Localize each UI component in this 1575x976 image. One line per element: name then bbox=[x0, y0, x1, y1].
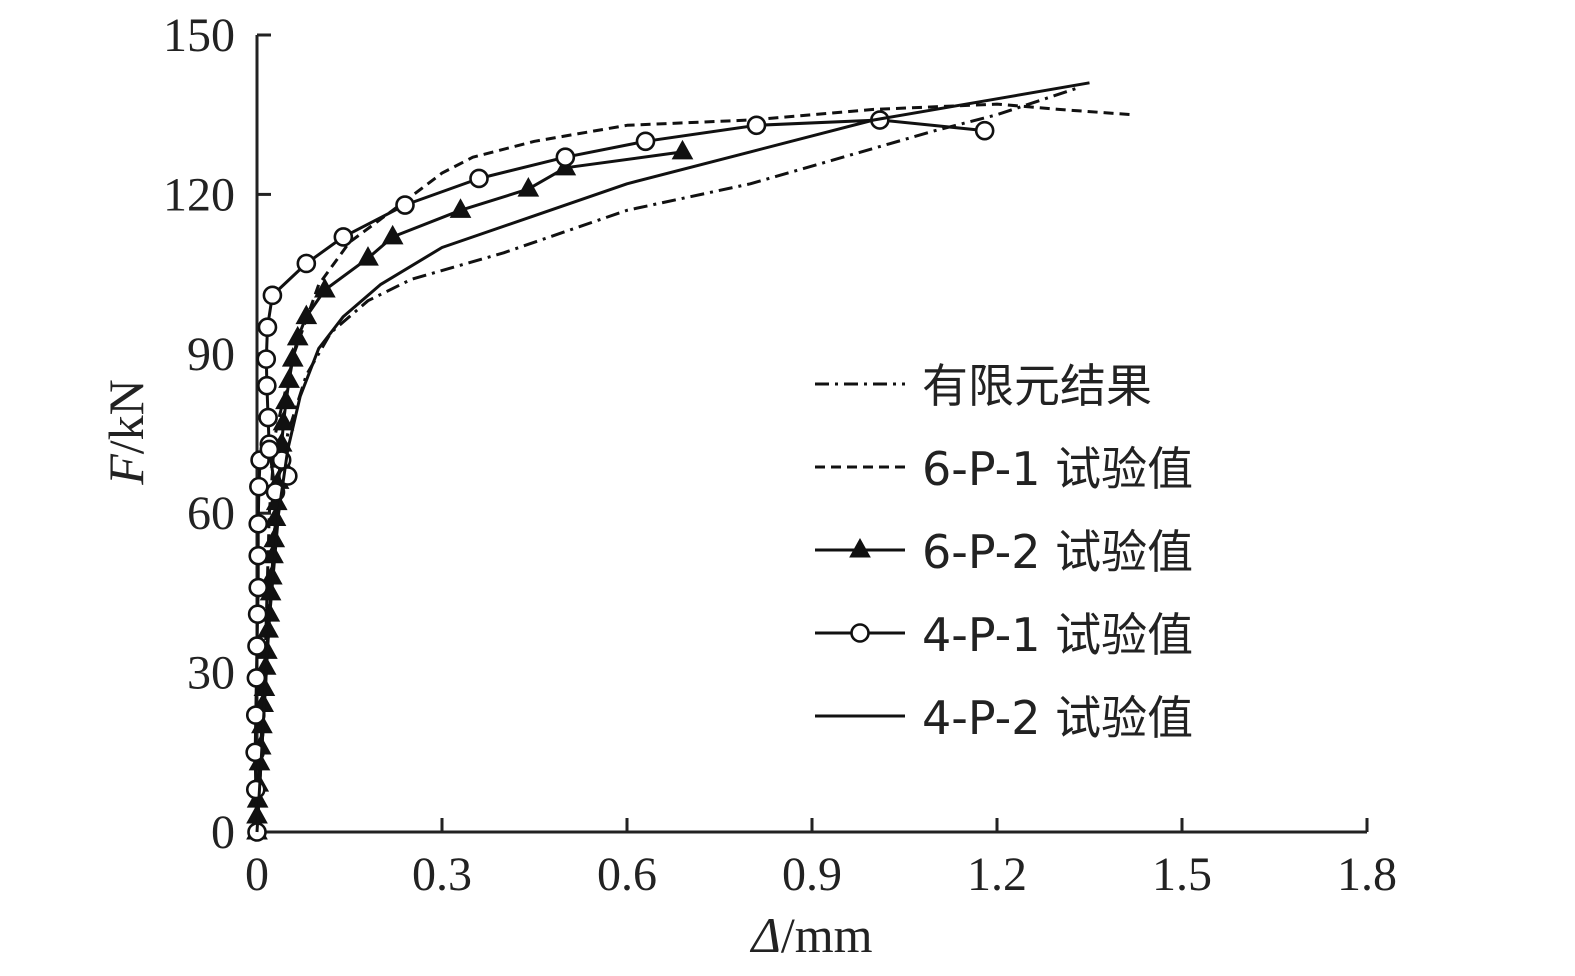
data-point-marker bbox=[313, 278, 336, 298]
data-point-marker bbox=[259, 439, 280, 460]
data-point-marker bbox=[262, 285, 283, 306]
legend-label: 6-P-2 试验值 bbox=[922, 525, 1193, 579]
legend-item: 6-P-1 试验值 bbox=[815, 442, 1193, 496]
y-tick-label: 120 bbox=[163, 168, 235, 221]
series-line bbox=[255, 81, 1090, 833]
data-point-marker bbox=[333, 227, 354, 247]
legend-item: 4-P-1 试验值 bbox=[815, 608, 1193, 662]
data-point-marker bbox=[247, 636, 267, 656]
data-point-marker bbox=[395, 195, 415, 215]
data-point-marker bbox=[246, 668, 267, 688]
y-axis-label-unit: /kN bbox=[98, 379, 154, 454]
data-point-marker bbox=[248, 545, 269, 566]
legend-item: 4-P-2 试验值 bbox=[815, 691, 1193, 745]
y-axis-label-symbol: F bbox=[98, 454, 154, 486]
y-axis-label: F/kN bbox=[98, 379, 154, 486]
data-point-marker bbox=[469, 168, 489, 189]
data-point-marker bbox=[357, 246, 379, 266]
data-point-marker bbox=[245, 779, 266, 800]
x-tick-label: 1.8 bbox=[1337, 848, 1397, 901]
legend-label: 6-P-1 试验值 bbox=[922, 442, 1193, 496]
series-line bbox=[253, 118, 985, 833]
x-tick-label: 0.9 bbox=[782, 848, 842, 901]
data-point-marker bbox=[257, 317, 278, 338]
x-axis-label-symbol: Δ bbox=[749, 907, 780, 963]
data-point-marker bbox=[272, 410, 295, 431]
x-tick-label: 0.6 bbox=[597, 848, 657, 901]
data-point-marker bbox=[264, 506, 287, 527]
y-tick-label: 60 bbox=[187, 487, 235, 540]
axes: 0 0.3 0.6 0.9 1.2 1.5 1.8 0 30 60 90 120 150 bbox=[163, 9, 1397, 901]
data-point-marker bbox=[257, 375, 277, 396]
series-line bbox=[255, 102, 1133, 833]
legend: 有限元结果 6-P-1 试验值 6-P-2 试验值 4-P-1 试验值 4-P-2 试验… bbox=[815, 359, 1193, 745]
x-tick-label: 0.3 bbox=[412, 848, 472, 901]
series-2 bbox=[255, 102, 1133, 833]
x-tick-label: 0 bbox=[245, 848, 269, 901]
data-point-marker bbox=[555, 147, 576, 168]
legend-label: 4-P-2 试验值 bbox=[922, 691, 1193, 745]
data-point-marker bbox=[247, 604, 268, 624]
y-tick-label: 0 bbox=[211, 806, 235, 859]
data-point-marker bbox=[296, 253, 317, 274]
legend-marker bbox=[849, 537, 871, 558]
data-point-marker bbox=[295, 304, 318, 325]
x-axis-label-unit: /mm bbox=[781, 907, 873, 963]
legend-label: 有限元结果 bbox=[922, 359, 1152, 413]
series-4 bbox=[245, 110, 995, 842]
data-point-marker bbox=[974, 120, 995, 141]
data-point-marker bbox=[248, 577, 269, 598]
series-5 bbox=[255, 81, 1090, 833]
data-point-marker bbox=[381, 224, 404, 245]
y-tick-label: 90 bbox=[187, 328, 235, 381]
legend-marker bbox=[850, 623, 870, 643]
data-point-marker bbox=[449, 198, 472, 218]
series-layer bbox=[245, 81, 1133, 842]
data-point-marker bbox=[258, 407, 278, 428]
data-point-marker bbox=[635, 131, 656, 152]
data-point-marker bbox=[256, 349, 277, 369]
data-point-marker bbox=[286, 325, 309, 346]
data-point-marker bbox=[746, 115, 767, 136]
legend-label: 4-P-1 试验值 bbox=[922, 608, 1193, 662]
data-point-marker bbox=[278, 368, 300, 388]
y-tick-label: 150 bbox=[163, 9, 235, 62]
data-point-marker bbox=[275, 389, 297, 410]
data-point-marker bbox=[517, 177, 540, 197]
x-axis-label: Δ/mm bbox=[749, 907, 872, 963]
data-point-marker bbox=[671, 139, 694, 160]
x-tick-label: 1.2 bbox=[967, 848, 1027, 901]
y-tick-label: 30 bbox=[187, 647, 235, 700]
data-point-marker bbox=[249, 476, 269, 497]
data-point-marker bbox=[281, 347, 304, 367]
x-tick-label: 1.5 bbox=[1152, 848, 1212, 901]
legend-item: 有限元结果 bbox=[815, 359, 1152, 413]
series-3 bbox=[246, 139, 694, 840]
data-point-marker bbox=[245, 705, 266, 725]
data-point-marker bbox=[245, 742, 265, 763]
data-point-marker bbox=[248, 514, 269, 534]
legend-item: 6-P-2 试验值 bbox=[815, 525, 1193, 579]
